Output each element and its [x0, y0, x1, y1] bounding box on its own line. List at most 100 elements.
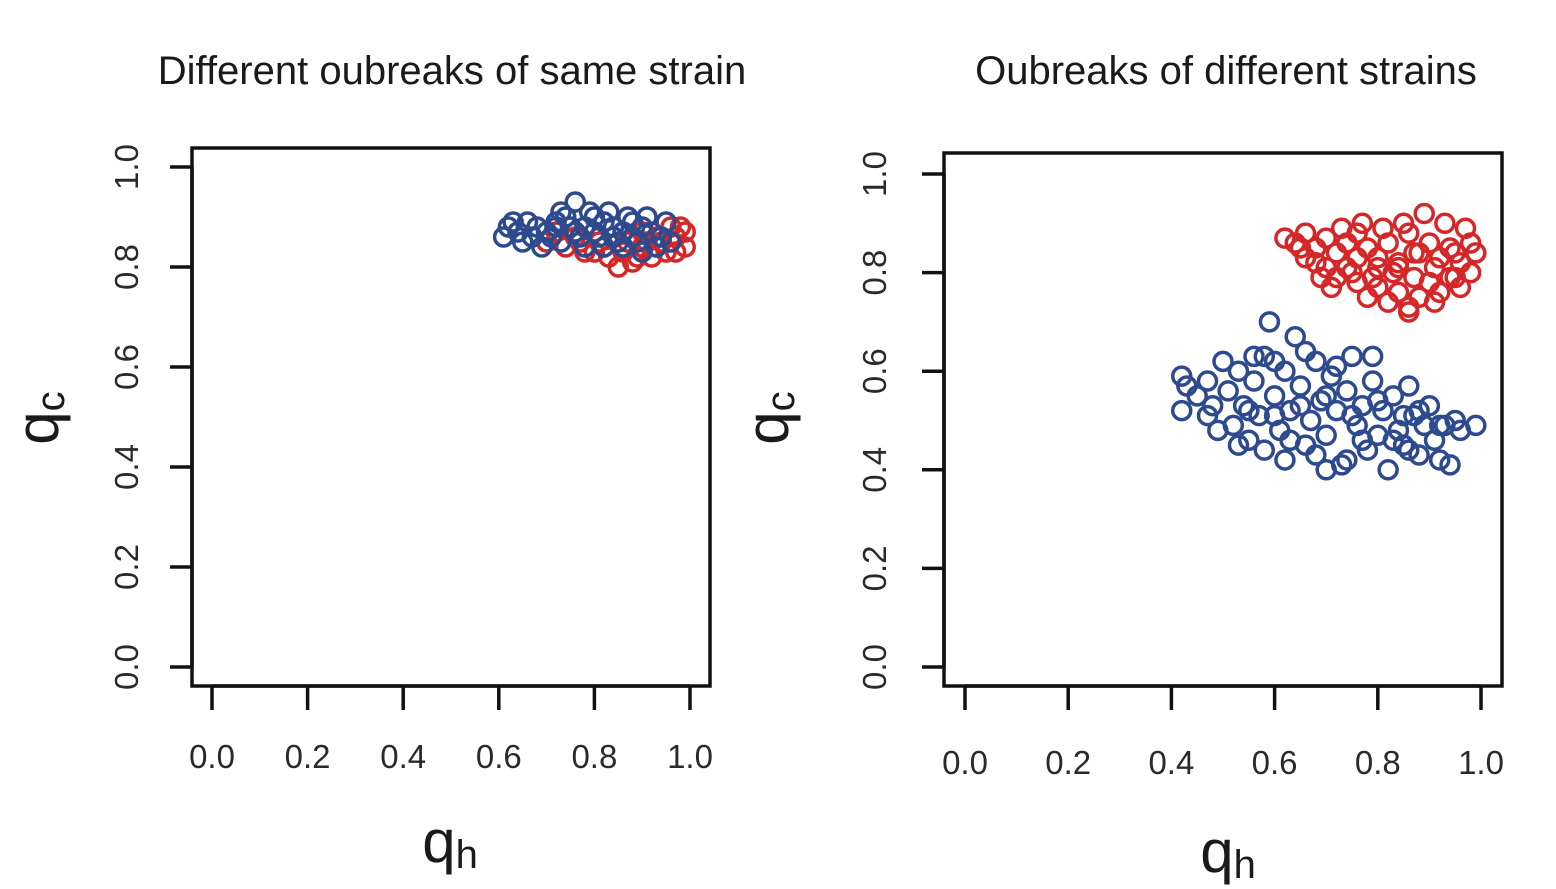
data-point-series-1 [1367, 390, 1389, 412]
y-tick-label: 0.0 [108, 644, 145, 690]
data-point-series-1 [1392, 404, 1415, 427]
data-point-series-1 [1253, 345, 1276, 368]
data-point-series-0 [1403, 242, 1425, 264]
data-point-series-1 [1294, 340, 1317, 363]
y-tick-label: 0.8 [108, 244, 145, 290]
y-tick-label: 0.6 [108, 344, 145, 390]
data-point-series-1 [1392, 434, 1415, 456]
y-axis-label: qc [4, 391, 73, 444]
y-tick-label: 0.2 [856, 545, 893, 591]
data-point-series-1 [1263, 404, 1286, 427]
data-point-series-0 [664, 241, 687, 263]
data-point-series-1 [1243, 345, 1265, 368]
data-point-series-1 [1279, 429, 1301, 451]
data-point-series-0 [1330, 217, 1353, 239]
data-point-series-0 [1439, 237, 1461, 259]
data-point-series-1 [1305, 444, 1327, 466]
data-point-series-0 [1289, 237, 1312, 259]
chart-title: Oubreaks of different strains [975, 49, 1477, 93]
data-point-series-1 [564, 221, 587, 243]
data-point-series-1 [1336, 380, 1358, 402]
data-point-series-1 [1232, 394, 1255, 417]
data-point-series-0 [1367, 247, 1389, 269]
data-point-series-1 [1227, 360, 1250, 382]
data-point-series-0 [1356, 286, 1379, 308]
data-point-series-1 [588, 226, 610, 248]
data-point-series-1 [1263, 350, 1286, 373]
data-point-series-1 [1284, 325, 1306, 348]
y-tick-label: 0.8 [856, 250, 893, 296]
data-point-series-1 [1428, 414, 1451, 437]
data-point-series-0 [597, 246, 620, 268]
data-point-series-1 [1212, 350, 1234, 373]
data-point-series-1 [1439, 454, 1461, 476]
data-point-series-1 [1428, 449, 1451, 471]
y-tick-label: 1.0 [108, 144, 145, 190]
y-tick-label: 0.2 [108, 544, 145, 590]
y-tick-label: 0.4 [108, 444, 145, 490]
data-point-series-0 [1351, 212, 1374, 235]
x-tick-label: 1.0 [667, 738, 713, 775]
y-tick-label: 0.6 [856, 348, 893, 394]
data-point-series-1 [1315, 459, 1337, 481]
x-tick-label: 1.0 [1458, 744, 1504, 781]
data-point-series-0 [626, 246, 649, 268]
data-point-series-1 [1170, 399, 1193, 422]
chart-title: Different oubreaks of same strain [158, 49, 746, 93]
data-point-series-1 [1465, 414, 1487, 437]
data-point-series-1 [1258, 311, 1281, 333]
data-point-series-1 [1207, 419, 1229, 442]
data-point-series-1 [1398, 375, 1420, 397]
data-point-series-1 [1186, 385, 1208, 407]
y-axis-label-main: q [734, 411, 801, 444]
y-tick-label: 0.0 [856, 644, 893, 690]
y-axis-label-sub: c [759, 391, 803, 411]
data-point-series-1 [1361, 345, 1384, 368]
data-point-series-1 [1341, 404, 1363, 427]
x-tick-label: 0.6 [476, 738, 522, 775]
y-axis-label-sub: c [29, 391, 73, 411]
data-point-series-1 [1289, 394, 1312, 417]
x-tick-label: 0.4 [1148, 744, 1194, 781]
data-point-series-1 [502, 211, 524, 233]
x-axis-label-main: q [422, 808, 455, 875]
data-point-series-1 [1341, 345, 1363, 368]
data-point-series-1 [617, 206, 639, 228]
data-point-series-1 [578, 201, 601, 223]
data-point-series-1 [531, 236, 553, 258]
data-point-series-0 [1454, 217, 1477, 239]
y-tick-label: 0.4 [856, 447, 893, 493]
data-point-series-0 [1387, 256, 1410, 279]
data-point-series-1 [1253, 439, 1276, 461]
data-point-series-0 [1418, 232, 1441, 254]
data-point-series-1 [1299, 409, 1322, 432]
x-axis-label: qh [422, 808, 478, 877]
y-axis-label-main: q [4, 411, 71, 444]
data-point-series-1 [1361, 370, 1384, 392]
data-point-series-1 [1196, 404, 1219, 427]
data-point-series-1 [564, 191, 587, 213]
data-point-series-1 [1243, 370, 1265, 392]
data-point-series-1 [1238, 429, 1260, 451]
x-tick-label: 0.2 [1045, 744, 1091, 781]
data-point-series-1 [1289, 375, 1312, 397]
data-point-series-1 [1325, 355, 1348, 378]
data-point-series-1 [1238, 399, 1260, 422]
x-tick-label: 0.2 [285, 738, 331, 775]
data-point-series-1 [655, 211, 677, 233]
x-tick-label: 0.8 [571, 738, 617, 775]
data-point-series-1 [631, 241, 653, 263]
x-axis-label-sub: h [456, 833, 478, 877]
data-point-series-0 [674, 221, 696, 243]
data-point-series-0 [1315, 227, 1337, 249]
x-tick-label: 0.8 [1355, 744, 1401, 781]
data-point-series-1 [1274, 449, 1296, 471]
data-point-series-1 [621, 211, 644, 233]
data-point-series-1 [1377, 459, 1399, 481]
data-point-series-1 [1263, 385, 1286, 407]
x-axis-label: qh [1200, 818, 1256, 887]
data-point-series-0 [1465, 242, 1487, 264]
data-point-series-1 [1336, 449, 1358, 471]
data-point-series-0 [1423, 256, 1446, 279]
